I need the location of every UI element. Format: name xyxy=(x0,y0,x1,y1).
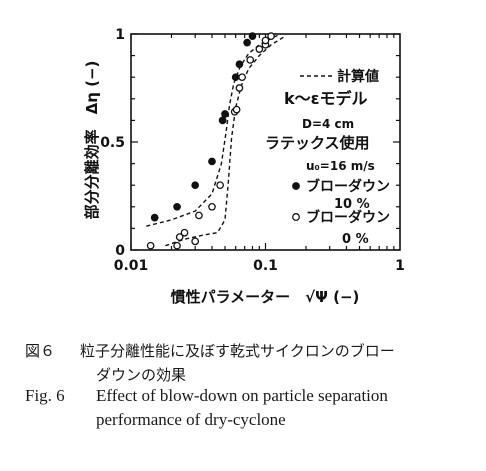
calc-curve-3 xyxy=(165,35,286,247)
data-points xyxy=(146,32,275,250)
caption-en-line1: Effect of blow-down on particle separati… xyxy=(96,386,388,405)
point-blowdown-0 xyxy=(235,84,244,92)
plot-axes: 0.01 0.1 1 0 0.5 1 xyxy=(100,27,405,274)
point-blowdown-0 xyxy=(146,241,155,250)
legend-line-label: 計算値 xyxy=(337,68,379,85)
caption-ja-label: 図６ xyxy=(25,342,56,360)
point-blowdown-10 xyxy=(243,38,251,47)
point-blowdown-0 xyxy=(255,45,264,53)
y-tick-label: 0 xyxy=(115,243,125,259)
point-blowdown-0 xyxy=(232,105,241,114)
x-tick-label: 1 xyxy=(395,258,405,274)
point-blowdown-0 xyxy=(267,32,275,41)
point-blowdown-0 xyxy=(238,73,246,82)
caption-en-label: Fig. 6 xyxy=(25,386,65,405)
point-blowdown-0 xyxy=(246,56,255,64)
y-tick-label: 0.5 xyxy=(100,135,125,151)
point-blowdown-10 xyxy=(231,73,240,82)
point-blowdown-0 xyxy=(175,233,184,241)
point-blowdown-10 xyxy=(173,202,181,211)
calc-curve-2 xyxy=(146,33,282,227)
legend-filled-marker xyxy=(292,182,300,190)
legend-model: k〜εモデル xyxy=(284,89,368,108)
legend-velocity: u₀=16 m/s xyxy=(306,159,375,173)
caption-ja-line1: 粒子分離性能に及ぼす乾式サイクロンのブロー xyxy=(80,342,395,360)
y-tick-label: 1 xyxy=(115,27,125,43)
x-tick-label: 0.1 xyxy=(253,258,278,274)
x-tick-label: 0.01 xyxy=(114,258,149,274)
point-blowdown-0 xyxy=(195,211,203,220)
legend-series-pct-2: 0 % xyxy=(342,232,369,247)
caption-en-line2: performance of dry-cyclone xyxy=(96,410,286,429)
point-blowdown-0 xyxy=(191,237,200,246)
calculated-curves xyxy=(146,33,286,247)
point-blowdown-0 xyxy=(261,36,270,45)
legend-series-label-2: ブローダウン xyxy=(306,209,390,226)
point-blowdown-10 xyxy=(235,60,244,69)
point-blowdown-0 xyxy=(173,241,181,250)
point-blowdown-10 xyxy=(221,110,229,118)
point-blowdown-0 xyxy=(216,181,224,190)
point-blowdown-10 xyxy=(248,32,257,41)
x-axis-label: 慣性パラメーター √Ψ (−) xyxy=(171,288,360,306)
y-axis-label: 部分分離効率 Δη (−) xyxy=(83,61,101,220)
legend-open-marker xyxy=(292,213,300,221)
point-blowdown-0 xyxy=(180,228,189,237)
legend-series-pct-1: 10 % xyxy=(334,197,370,212)
caption-ja-line2: ダウンの効果 xyxy=(96,366,187,384)
legend-diameter: D=4 cm xyxy=(302,117,354,131)
point-blowdown-10 xyxy=(218,116,227,125)
point-blowdown-0 xyxy=(208,202,216,211)
legend-latex: ラテックス使用 xyxy=(265,134,370,152)
legend-series-label-1: ブローダウン xyxy=(306,178,390,195)
point-blowdown-10 xyxy=(191,181,200,190)
point-blowdown-10 xyxy=(208,157,216,166)
separation-efficiency-chart: 0.01 0.1 1 0 0.5 1 計算値 k〜εモデル D=4 cm ラテックス使用 u₀=1… xyxy=(83,27,405,306)
point-blowdown-10 xyxy=(150,213,159,222)
